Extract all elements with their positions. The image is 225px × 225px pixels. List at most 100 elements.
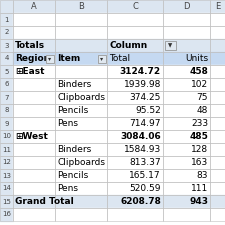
Bar — [0, 117, 13, 130]
Bar — [163, 104, 210, 117]
Bar — [0, 13, 13, 26]
Bar — [163, 65, 210, 78]
Bar — [107, 0, 163, 13]
Bar — [163, 169, 210, 182]
Bar — [0, 65, 13, 78]
Bar — [55, 26, 107, 39]
Text: 11: 11 — [2, 146, 11, 153]
Text: 83: 83 — [196, 171, 208, 180]
Bar — [107, 52, 163, 65]
Bar — [107, 52, 163, 65]
Bar — [13, 39, 55, 52]
Bar — [163, 52, 210, 65]
Bar — [210, 26, 225, 39]
Bar — [107, 117, 163, 130]
Text: 128: 128 — [191, 145, 208, 154]
Bar — [165, 41, 176, 50]
Text: 2: 2 — [4, 29, 9, 36]
Bar — [13, 26, 55, 39]
Bar — [210, 52, 225, 65]
Text: 374.25: 374.25 — [130, 93, 161, 102]
Text: Units: Units — [185, 54, 208, 63]
Text: 458: 458 — [189, 67, 208, 76]
Bar — [55, 169, 107, 182]
Bar — [98, 54, 106, 63]
Bar — [163, 26, 210, 39]
Bar — [0, 208, 13, 221]
Bar — [55, 117, 107, 130]
Bar — [55, 52, 107, 65]
Bar — [13, 78, 55, 91]
Bar — [13, 91, 55, 104]
Text: Region: Region — [15, 54, 50, 63]
Bar — [107, 169, 163, 182]
Bar — [163, 13, 210, 26]
Bar — [0, 182, 13, 195]
Bar — [0, 65, 13, 78]
Bar — [163, 169, 210, 182]
Bar — [0, 26, 13, 39]
Bar — [55, 104, 107, 117]
Bar — [55, 182, 107, 195]
Text: 6: 6 — [4, 81, 9, 88]
Text: 15: 15 — [2, 198, 11, 205]
Bar — [210, 78, 225, 91]
Bar — [107, 104, 163, 117]
Bar — [163, 65, 210, 78]
Bar — [210, 117, 225, 130]
Bar — [107, 65, 163, 78]
Bar — [0, 169, 13, 182]
Text: 7: 7 — [4, 94, 9, 101]
Text: 111: 111 — [191, 184, 208, 193]
Bar — [163, 195, 210, 208]
Bar — [13, 52, 55, 65]
Bar — [210, 52, 225, 65]
Text: 520.59: 520.59 — [130, 184, 161, 193]
Bar — [98, 54, 106, 63]
Bar — [107, 65, 163, 78]
Bar — [13, 169, 55, 182]
Text: Clipboards: Clipboards — [57, 93, 105, 102]
Bar — [0, 195, 13, 208]
Text: Grand Total: Grand Total — [15, 197, 74, 206]
Text: Clipboards: Clipboards — [57, 158, 105, 167]
Bar — [55, 117, 107, 130]
Bar — [107, 0, 163, 13]
Bar — [0, 0, 13, 13]
Bar — [210, 182, 225, 195]
Text: 75: 75 — [196, 93, 208, 102]
Bar — [163, 195, 210, 208]
Bar — [107, 130, 163, 143]
Text: C: C — [132, 2, 138, 11]
Bar — [55, 13, 107, 26]
Bar — [13, 91, 55, 104]
Bar — [13, 130, 55, 143]
Bar — [107, 78, 163, 91]
Bar — [210, 156, 225, 169]
Bar — [13, 0, 55, 13]
Bar — [107, 78, 163, 91]
Bar — [210, 13, 225, 26]
Bar — [0, 156, 13, 169]
Bar — [55, 0, 107, 13]
Text: 9: 9 — [4, 121, 9, 126]
Bar — [13, 13, 55, 26]
Bar — [55, 78, 107, 91]
Text: 48: 48 — [197, 106, 208, 115]
Bar — [55, 26, 107, 39]
Bar — [210, 13, 225, 26]
Bar — [210, 182, 225, 195]
Bar — [210, 91, 225, 104]
Bar — [163, 208, 210, 221]
Bar — [210, 208, 225, 221]
Bar — [0, 78, 13, 91]
Bar — [210, 195, 225, 208]
Bar — [107, 208, 163, 221]
Text: Total: Total — [109, 54, 130, 63]
Bar — [163, 78, 210, 91]
Bar — [107, 143, 163, 156]
Bar — [163, 182, 210, 195]
Text: 3084.06: 3084.06 — [120, 132, 161, 141]
Text: 4: 4 — [4, 56, 9, 61]
Bar — [0, 104, 13, 117]
